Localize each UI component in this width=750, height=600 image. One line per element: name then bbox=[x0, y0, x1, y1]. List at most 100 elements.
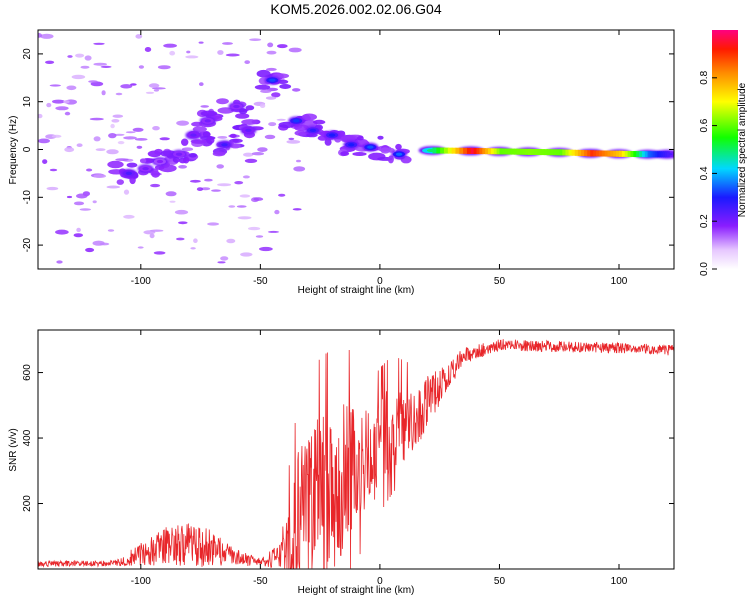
spectrogram-feature bbox=[391, 149, 408, 159]
snr-y-tick-label: 600 bbox=[22, 364, 33, 381]
spectrogram-ridge-cell bbox=[463, 147, 468, 154]
spectrogram-noise-blob bbox=[106, 149, 119, 155]
spectrogram-noise-blob bbox=[66, 195, 73, 199]
spectrogram-noise-blob bbox=[137, 246, 144, 249]
spectrogram-ridge-cell bbox=[485, 148, 489, 155]
spectrogram-ridge-cell bbox=[549, 149, 555, 156]
spectrogram-feature bbox=[324, 130, 341, 140]
spectrogram-noise-blob bbox=[112, 114, 124, 118]
spectrogram-noise-blob bbox=[278, 193, 286, 197]
spectrogram-noise-blob bbox=[89, 117, 104, 121]
spectrogram-ridge-cell bbox=[470, 147, 475, 154]
spectrogram-x-tick-label: -100 bbox=[131, 276, 151, 287]
snr-y-label: SNR (v/v) bbox=[8, 428, 19, 471]
spectrogram-noise-blob bbox=[277, 44, 288, 49]
spectrogram-feature bbox=[137, 164, 154, 174]
spectrogram-noise-blob bbox=[242, 175, 250, 179]
spectrogram-noise-blob bbox=[49, 168, 58, 172]
snr-x-tick-label: 100 bbox=[611, 576, 628, 587]
spectrogram-noise-blob bbox=[266, 67, 277, 71]
spectrogram-noise-blob bbox=[123, 189, 130, 195]
spectrogram-ridge-cell bbox=[610, 150, 615, 157]
spectrogram-noise-blob bbox=[264, 134, 276, 140]
spectrogram-noise-blob bbox=[80, 65, 90, 69]
spectrogram-noise-blob bbox=[149, 229, 164, 232]
spectrogram-noise-blob bbox=[153, 89, 159, 92]
spectrogram-noise-blob bbox=[145, 91, 155, 94]
spectrogram-halo-blob bbox=[154, 165, 165, 170]
spectrogram-x-tick-label: 50 bbox=[494, 276, 506, 287]
spectrogram-noise-blob bbox=[159, 137, 170, 141]
spectrogram-halo-blob bbox=[202, 131, 211, 138]
spectrogram-noise-blob bbox=[228, 205, 236, 208]
spectrogram-halo-blob bbox=[183, 156, 190, 164]
spectrogram-halo-blob bbox=[229, 133, 237, 138]
spectrogram-ridge-cell bbox=[553, 149, 558, 156]
spectrogram-halo-blob bbox=[245, 105, 255, 111]
spectrogram-y-tick-label: 20 bbox=[22, 48, 33, 60]
spectrogram-noise-blob bbox=[174, 209, 189, 215]
spectrogram-ridge-cell bbox=[534, 148, 539, 155]
spectrogram-ridge-cell bbox=[627, 150, 632, 157]
spectrogram-noise-blob bbox=[169, 200, 176, 203]
spectrogram-noise-blob bbox=[64, 147, 75, 153]
spectrogram-noise-blob bbox=[196, 187, 204, 192]
spectrogram-ridge-cell bbox=[604, 150, 609, 157]
spectrogram-noise-blob bbox=[38, 138, 50, 144]
spectrogram-noise-blob bbox=[200, 187, 211, 191]
spectrogram-noise-blob bbox=[220, 256, 229, 261]
spectrogram-noise-blob bbox=[267, 42, 274, 48]
snr-y-tick-label: 400 bbox=[22, 429, 33, 446]
spectrogram-ridge-cell bbox=[436, 147, 442, 154]
spectrogram-ridge-cell bbox=[657, 151, 661, 158]
colorbar-tick-label: 0.4 bbox=[699, 166, 710, 180]
spectrogram-noise-blob bbox=[93, 174, 107, 179]
spectrogram-ridge-cell bbox=[661, 151, 665, 158]
spectrogram-halo-blob bbox=[395, 143, 402, 150]
spectrogram-noise-blob bbox=[165, 191, 177, 197]
spectrogram-noise-blob bbox=[268, 122, 277, 127]
spectrogram-noise-blob bbox=[176, 237, 185, 241]
spectrogram-halo-blob bbox=[107, 160, 124, 169]
spectrogram-ridge-cell bbox=[596, 150, 600, 157]
spectrogram-halo-blob bbox=[256, 69, 271, 78]
spectrogram-noise-blob bbox=[40, 33, 54, 39]
spectrogram-y-tick-label: -10 bbox=[22, 190, 33, 205]
spectrogram-noise-blob bbox=[292, 208, 302, 211]
spectrogram-ridge-cell bbox=[476, 148, 481, 155]
spectrogram-noise-blob bbox=[101, 90, 106, 96]
spectrogram-noise-blob bbox=[144, 47, 152, 52]
spectrogram-ridge-cell bbox=[571, 149, 576, 156]
spectrogram-noise-blob bbox=[130, 83, 137, 86]
spectrogram-ridge-cell bbox=[479, 148, 484, 155]
spectrogram-ridge-cell bbox=[556, 149, 561, 156]
spectrogram-halo-blob bbox=[380, 147, 391, 154]
spectrogram-noise-blob bbox=[181, 147, 194, 151]
colorbar-label: Normalized spectral amplitude bbox=[737, 82, 748, 217]
spectrogram-halo-blob bbox=[324, 138, 332, 146]
spectrogram-ridge-cell bbox=[647, 151, 651, 158]
spectrogram-halo-blob bbox=[116, 179, 125, 185]
spectrogram-halo-blob bbox=[235, 113, 250, 119]
spectrogram-feature bbox=[151, 156, 168, 166]
spectrogram-noise-blob bbox=[55, 229, 69, 235]
spectrogram-noise-blob bbox=[236, 205, 247, 208]
spectrogram-noise-blob bbox=[45, 60, 55, 64]
spectrogram-noise-blob bbox=[259, 246, 273, 252]
spectrogram-noise-blob bbox=[190, 247, 196, 250]
spectrogram-noise-blob bbox=[199, 82, 204, 86]
spectrogram-noise-blob bbox=[293, 166, 306, 172]
spectrogram-noise-blob bbox=[93, 62, 107, 66]
spectrogram-noise-blob bbox=[38, 33, 43, 38]
spectrogram-y-tick-label: -20 bbox=[22, 237, 33, 252]
spectrogram-noise-blob bbox=[248, 226, 261, 231]
spectrogram-noise-blob bbox=[186, 50, 191, 54]
spectrogram-noise-blob bbox=[244, 60, 250, 64]
spectrogram-halo-blob bbox=[340, 151, 350, 157]
spectrogram-ridge-cell bbox=[531, 148, 536, 155]
spectrogram-noise-blob bbox=[75, 53, 85, 58]
spectrogram-ridge-cell bbox=[455, 147, 461, 154]
spectrogram-ridge-cell bbox=[584, 150, 589, 157]
spectrogram-noise-blob bbox=[38, 113, 43, 119]
colorbar: 0.0 0.2 0.4 0.6 0.8 Normalized spectral ampl… bbox=[699, 30, 748, 276]
